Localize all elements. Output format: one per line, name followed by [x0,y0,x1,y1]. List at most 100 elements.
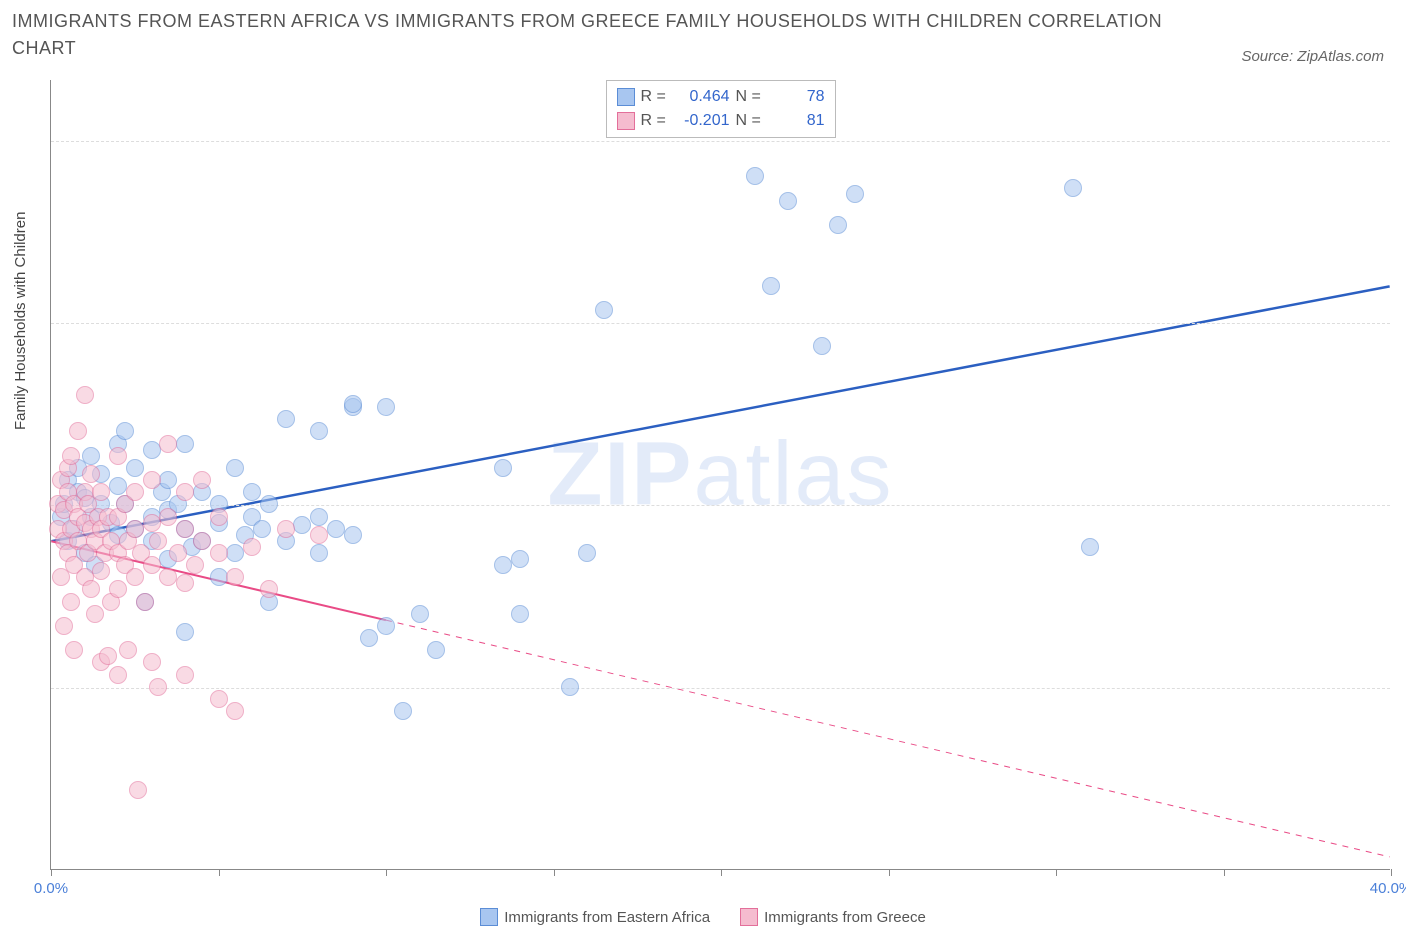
scatter-point [126,459,144,477]
scatter-point [176,520,194,538]
watermark: ZIPatlas [547,423,893,526]
scatter-point [344,526,362,544]
scatter-point [62,593,80,611]
legend-swatch [740,908,758,926]
x-tick [889,869,890,876]
scatter-point [829,216,847,234]
scatter-point [65,641,83,659]
scatter-point [846,185,864,203]
chart-title: IMMIGRANTS FROM EASTERN AFRICA VS IMMIGR… [12,8,1206,62]
scatter-point [176,666,194,684]
scatter-point [143,514,161,532]
legend-swatch [617,88,635,106]
scatter-point [149,532,167,550]
scatter-point [511,605,529,623]
scatter-point [82,465,100,483]
scatter-point [210,568,228,586]
y-tick-label: 60.0% [1395,132,1406,149]
scatter-point [394,702,412,720]
scatter-point [813,337,831,355]
scatter-point [243,483,261,501]
scatter-point [310,544,328,562]
scatter-point [69,422,87,440]
scatter-point [143,471,161,489]
scatter-point [86,605,104,623]
scatter-point [253,520,271,538]
trend-lines-svg [51,80,1390,869]
scatter-point [193,532,211,550]
x-tick [1056,869,1057,876]
scatter-point [109,447,127,465]
watermark-bold: ZIP [547,424,693,524]
scatter-point [226,459,244,477]
scatter-point [377,398,395,416]
scatter-point [99,647,117,665]
scatter-point [176,574,194,592]
scatter-point [82,580,100,598]
scatter-point [193,471,211,489]
scatter-point [159,568,177,586]
legend-item: Immigrants from Greece [740,908,926,926]
scatter-point [159,435,177,453]
scatter-point [210,544,228,562]
y-tick-label: 45.0% [1395,315,1406,332]
scatter-point [226,544,244,562]
scatter-point [578,544,596,562]
source-attribution: Source: ZipAtlas.com [1241,48,1384,65]
scatter-point [82,447,100,465]
scatter-point [119,641,137,659]
scatter-point [360,629,378,647]
scatter-point [310,508,328,526]
scatter-point [55,617,73,635]
scatter-point [427,641,445,659]
scatter-point [176,483,194,501]
x-tick [721,869,722,876]
scatter-point [149,678,167,696]
scatter-point [226,702,244,720]
scatter-point [494,459,512,477]
scatter-point [109,477,127,495]
scatter-point [310,422,328,440]
x-tick [1224,869,1225,876]
scatter-point [109,666,127,684]
trend-line-dashed [386,620,1390,857]
stat-r-label: R = [641,85,669,109]
scatter-point [109,580,127,598]
scatter-point [62,447,80,465]
scatter-point [76,386,94,404]
scatter-point [92,562,110,580]
scatter-point [126,520,144,538]
scatter-point [277,410,295,428]
scatter-point [327,520,345,538]
stat-n-value: 78 [770,85,825,109]
x-tick [219,869,220,876]
stat-n-value: 81 [770,109,825,133]
scatter-point [293,516,311,534]
y-tick-label: 30.0% [1395,497,1406,514]
scatter-point [169,544,187,562]
scatter-point [129,781,147,799]
scatter-point [762,277,780,295]
x-tick-label: 40.0% [1370,880,1406,897]
scatter-point [186,556,204,574]
x-tick [386,869,387,876]
legend-item: Immigrants from Eastern Africa [480,908,710,926]
scatter-point [136,593,154,611]
scatter-point [210,690,228,708]
scatter-point [159,508,177,526]
x-tick-label: 0.0% [34,880,68,897]
scatter-point [143,441,161,459]
scatter-point [1081,538,1099,556]
scatter-point [494,556,512,574]
scatter-point [126,483,144,501]
scatter-point [1064,179,1082,197]
x-tick [51,869,52,876]
scatter-point [159,471,177,489]
watermark-light: atlas [693,424,893,524]
scatter-point [176,435,194,453]
scatter-point [260,495,278,513]
gridline-horizontal [51,688,1390,689]
scatter-point [116,422,134,440]
scatter-point [260,580,278,598]
scatter-point [226,568,244,586]
